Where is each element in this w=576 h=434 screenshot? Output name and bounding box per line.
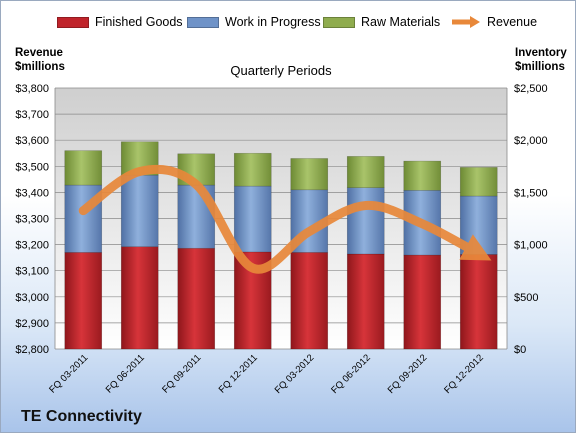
- company-name: TE Connectivity: [21, 408, 142, 425]
- legend-arrow-icon: [452, 16, 480, 28]
- right-axis-ticks: $0 $500 $1,000 $1,500 $2,000 $2,500: [514, 83, 548, 356]
- legend-revenue: Revenue: [451, 11, 537, 33]
- left-tick-label: $3,300: [15, 214, 49, 226]
- right-axis-title-line2: $millions: [515, 61, 565, 73]
- left-tick-label: $3,400: [15, 187, 49, 199]
- x-tick-label: FQ 09-2012: [386, 352, 430, 396]
- legend-work-in-progress: Work in Progress: [187, 11, 321, 33]
- left-axis-title-line2: $millions: [15, 61, 65, 73]
- bar-finished-goods: [403, 254, 442, 350]
- legend-raw-materials: Raw Materials: [323, 11, 440, 33]
- bar-raw-materials: [290, 158, 329, 191]
- revenue-line-layer: [78, 164, 492, 274]
- legend-label-finished-goods: Finished Goods: [95, 15, 183, 29]
- revenue-line: [78, 164, 492, 274]
- left-axis-title: Revenue $millions: [15, 46, 65, 74]
- bars-layer: [64, 141, 498, 350]
- bar-work-in-progress: [120, 174, 159, 247]
- x-tick-label: FQ 12-2011: [217, 352, 260, 395]
- left-axis-title-line1: Revenue: [15, 47, 63, 59]
- right-tick-label: $500: [514, 292, 538, 304]
- x-tick-label: FQ 03-2011: [47, 352, 90, 395]
- bar-finished-goods: [120, 246, 159, 350]
- x-axis-ticks: FQ 03-2011 FQ 06-2011 FQ 09-2011 FQ 12-2011…: [47, 352, 486, 396]
- legend-finished-goods: Finished Goods: [57, 11, 183, 33]
- bar-finished-goods: [64, 252, 103, 350]
- legend-swatch-work-in-progress: [187, 16, 219, 28]
- legend-swatch-finished-goods: [57, 16, 89, 28]
- legend-label-raw-materials: Raw Materials: [361, 15, 441, 29]
- bar-raw-materials: [403, 160, 442, 191]
- right-axis-title-line1: Inventory: [515, 47, 567, 59]
- bar-raw-materials: [233, 152, 272, 187]
- legend-label-work-in-progress: Work in Progress: [225, 15, 321, 29]
- right-axis-title: Inventory $millions: [515, 46, 567, 74]
- bar-raw-materials: [64, 150, 103, 186]
- left-tick-label: $3,600: [15, 135, 49, 147]
- chart-title: Quarterly Periods: [230, 63, 332, 78]
- left-tick-label: $2,800: [15, 344, 49, 356]
- bar-raw-materials: [459, 167, 498, 197]
- left-tick-label: $3,000: [15, 292, 49, 304]
- bar-finished-goods: [290, 252, 329, 350]
- bar-finished-goods: [459, 254, 498, 350]
- x-tick-label: FQ 12-2012: [442, 352, 486, 396]
- bar-finished-goods: [346, 253, 385, 350]
- bar-finished-goods: [177, 247, 216, 350]
- left-tick-label: $3,700: [15, 109, 49, 121]
- bar-work-in-progress: [233, 185, 272, 253]
- right-tick-label: $1,000: [514, 240, 548, 252]
- left-tick-label: $2,900: [15, 318, 49, 330]
- bar-work-in-progress: [346, 187, 385, 255]
- left-tick-label: $3,100: [15, 266, 49, 278]
- left-tick-label: $3,800: [15, 83, 49, 95]
- legend-label-revenue: Revenue: [487, 15, 538, 29]
- right-tick-label: $2,000: [514, 135, 548, 147]
- left-tick-label: $3,200: [15, 240, 49, 252]
- left-tick-label: $3,500: [15, 161, 49, 173]
- right-tick-label: $2,500: [514, 83, 548, 95]
- x-tick-label: FQ 03-2012: [273, 352, 317, 396]
- x-tick-label: FQ 06-2011: [104, 352, 147, 395]
- bar-raw-materials: [346, 156, 385, 189]
- x-tick-label: FQ 06-2012: [329, 352, 373, 396]
- right-tick-label: $0: [514, 344, 526, 356]
- legend-swatch-raw-materials: [323, 16, 355, 28]
- x-tick-label: FQ 09-2011: [160, 352, 203, 395]
- left-axis-ticks: $2,800 $2,900 $3,000 $3,100 $3,200 $3,300 $3,4…: [15, 83, 49, 356]
- right-tick-label: $1,500: [514, 187, 548, 199]
